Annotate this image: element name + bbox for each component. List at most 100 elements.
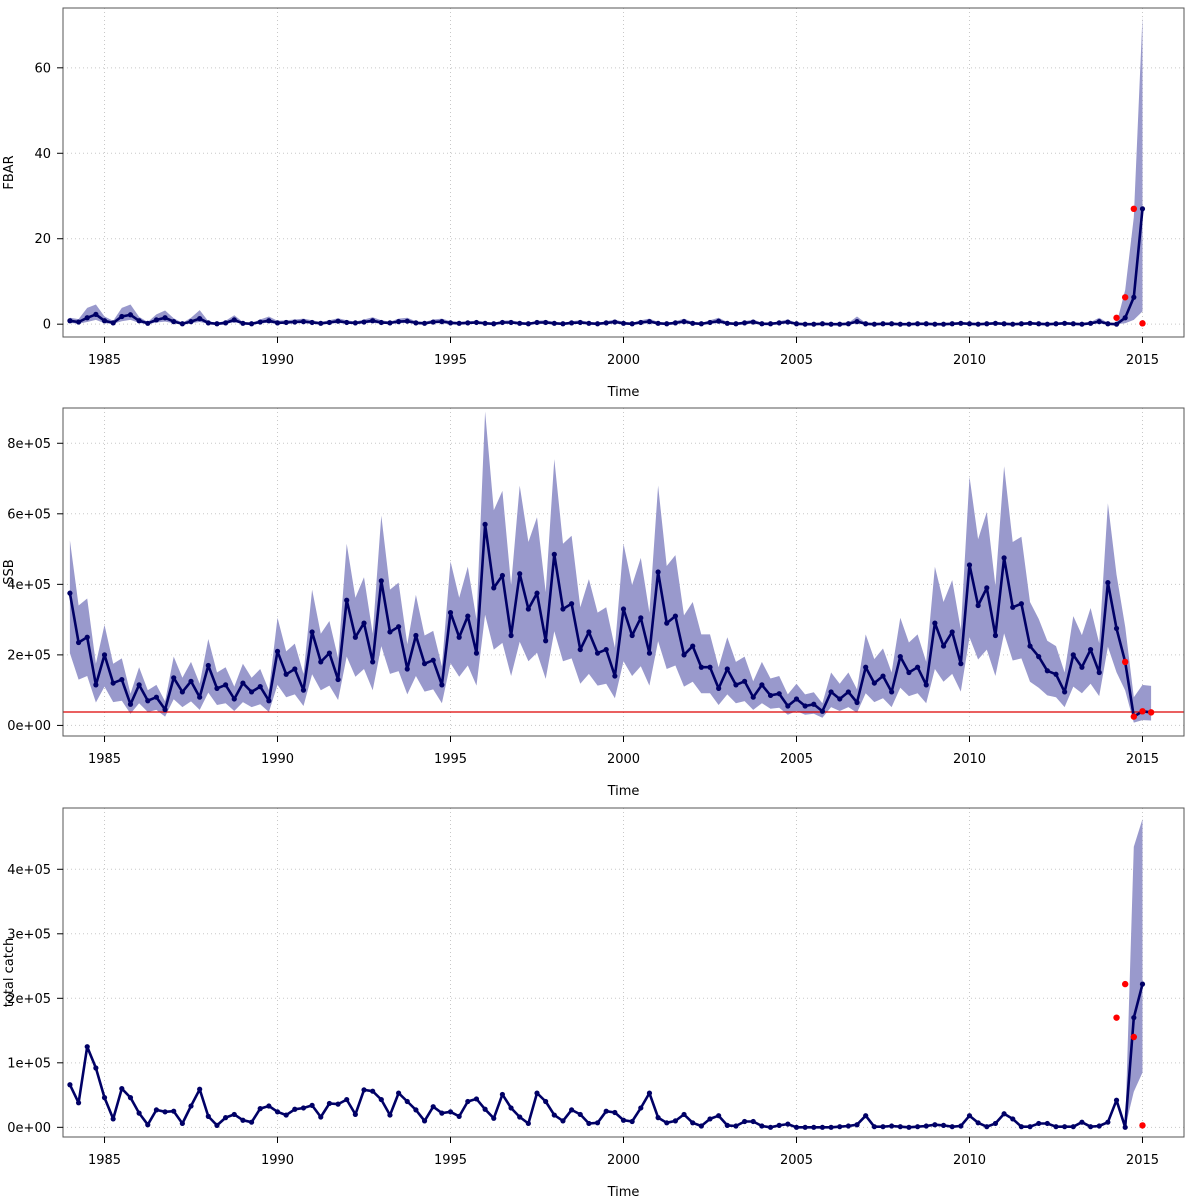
data-point — [352, 634, 358, 640]
data-point — [75, 639, 82, 646]
data-point — [283, 671, 289, 677]
data-point — [785, 319, 791, 325]
data-point — [223, 1115, 229, 1121]
data-point — [499, 572, 506, 579]
data-point — [741, 320, 748, 326]
data-point — [153, 694, 160, 700]
data-point — [620, 1117, 627, 1123]
data-point — [975, 321, 981, 327]
highlight-point — [1147, 709, 1155, 716]
data-point — [932, 1122, 938, 1128]
data-point — [992, 320, 999, 326]
data-point — [1053, 1124, 1059, 1130]
data-point — [793, 696, 800, 702]
data-point — [733, 682, 739, 688]
data-point — [638, 319, 644, 326]
data-point — [1044, 321, 1050, 327]
data-point — [716, 318, 722, 324]
data-point — [1001, 1111, 1007, 1117]
data-point — [171, 1108, 177, 1114]
y-tick-label: 3e+05 — [7, 927, 51, 942]
data-point — [326, 650, 333, 656]
data-point — [248, 689, 255, 695]
data-point — [404, 1098, 410, 1105]
highlight-point — [1113, 314, 1120, 321]
data-point — [75, 1100, 82, 1106]
data-point — [871, 680, 877, 686]
data-point — [344, 1096, 350, 1103]
data-point — [370, 318, 376, 324]
data-point — [499, 1091, 506, 1098]
data-point — [914, 1124, 921, 1130]
data-point — [1053, 671, 1059, 677]
data-point — [473, 1096, 480, 1102]
data-point — [975, 602, 981, 609]
data-point — [949, 629, 955, 635]
data-point — [517, 571, 523, 577]
y-tick-label: 2e+05 — [7, 992, 51, 1007]
data-point — [162, 1109, 168, 1115]
data-point — [741, 678, 748, 684]
data-point — [378, 319, 384, 326]
y-tick-label: 60 — [34, 61, 51, 76]
highlight-point — [1113, 1014, 1120, 1021]
data-point — [396, 624, 402, 630]
data-point — [776, 1122, 782, 1128]
highlight-point — [1121, 980, 1129, 988]
data-point — [854, 699, 860, 706]
data-point — [1070, 321, 1076, 327]
data-point — [646, 319, 653, 325]
data-point — [223, 320, 229, 326]
data-point — [482, 1106, 488, 1112]
data-point — [707, 1116, 713, 1122]
data-point — [802, 703, 808, 709]
data-point — [569, 1107, 575, 1113]
data-point — [1001, 321, 1007, 327]
data-point — [396, 1090, 402, 1096]
data-point — [335, 1101, 341, 1107]
data-point — [378, 578, 384, 584]
data-point — [750, 694, 756, 700]
data-point — [992, 632, 999, 639]
data-point — [534, 590, 540, 596]
data-point — [326, 1100, 333, 1107]
data-point — [672, 1118, 678, 1124]
data-point — [153, 1107, 160, 1113]
data-point — [543, 638, 549, 644]
data-point — [1139, 206, 1146, 212]
data-point — [84, 634, 90, 640]
data-point — [127, 312, 134, 318]
data-point — [837, 321, 843, 327]
data-point — [127, 1095, 134, 1101]
x-axis-label: Time — [607, 385, 640, 400]
data-point — [716, 1113, 722, 1119]
data-point — [179, 689, 185, 695]
data-point — [421, 320, 428, 326]
data-point — [525, 321, 531, 327]
data-point — [119, 676, 125, 683]
data-point — [387, 320, 393, 326]
data-point — [914, 664, 921, 670]
x-tick-label: 1990 — [261, 1153, 294, 1168]
data-point — [404, 666, 410, 672]
data-point — [525, 606, 531, 612]
data-point — [456, 320, 462, 326]
x-tick-label: 2000 — [607, 752, 640, 767]
data-point — [1062, 1124, 1068, 1130]
data-point — [1027, 320, 1033, 326]
data-point — [871, 1124, 877, 1130]
data-point — [266, 698, 272, 704]
data-point — [889, 1123, 895, 1129]
data-point — [837, 696, 843, 702]
data-point — [776, 691, 782, 697]
data-point — [318, 1114, 324, 1120]
data-point — [889, 321, 895, 327]
data-point — [1139, 981, 1146, 987]
y-tick-label: 4e+05 — [7, 578, 51, 593]
data-point — [292, 319, 298, 325]
data-point — [646, 650, 653, 656]
data-point — [188, 1103, 194, 1109]
data-point — [352, 320, 358, 326]
data-point — [958, 1123, 964, 1129]
data-point — [197, 316, 203, 322]
